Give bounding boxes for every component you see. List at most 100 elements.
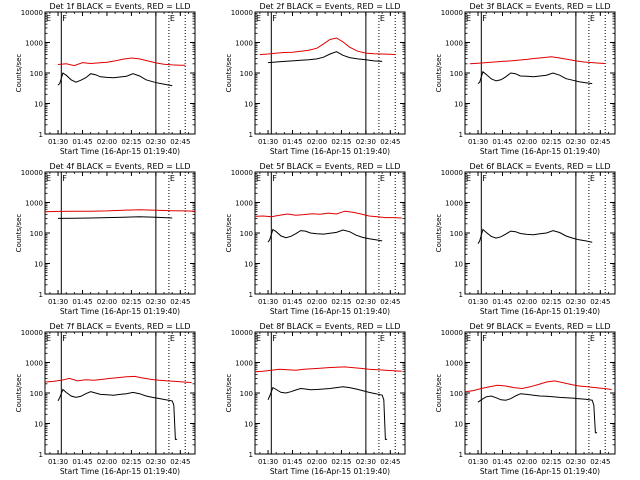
y-tick-label: 100 <box>240 390 253 398</box>
y-tick-label: 10000 <box>21 169 43 177</box>
y-tick-label: 10 <box>244 421 253 429</box>
x-tick-label: 02:30 <box>566 458 586 466</box>
chart-panel-3: Det 3f BLACK = Events, RED = LLD 1 10 100 10… <box>435 2 616 156</box>
y-tick-label: 1000 <box>445 360 463 368</box>
event-marker-label: F <box>62 174 67 183</box>
lld-rate-line <box>464 380 612 393</box>
x-tick-label: 01:30 <box>48 138 68 146</box>
plot-frame <box>464 331 616 455</box>
event-marker-label: E <box>590 14 595 23</box>
x-tick-label: 01:45 <box>72 458 92 466</box>
plot-frame <box>44 171 196 295</box>
y-tick-label: 1 <box>459 451 463 459</box>
x-axis-label: Start Time (16-Apr-15 01:19:40) <box>60 147 180 156</box>
event-marker-label: F <box>62 14 67 23</box>
lld-rate-line <box>254 210 402 219</box>
y-tick-label: 10000 <box>21 329 43 337</box>
x-tick-label: 02:15 <box>541 138 561 146</box>
x-axis-label: Start Time (16-Apr-15 01:19:40) <box>270 307 390 316</box>
y-tick-label: 100 <box>450 390 463 398</box>
plot-frame <box>464 11 616 135</box>
x-tick-label: 02:45 <box>590 298 610 306</box>
x-tick-label: 02:45 <box>380 458 400 466</box>
event-marker-label: E <box>380 174 385 183</box>
x-tick-label: 02:00 <box>307 458 327 466</box>
x-tick-label: 02:15 <box>331 138 351 146</box>
y-tick-label: 1 <box>39 291 43 299</box>
x-tick-label: 02:00 <box>97 298 117 306</box>
x-axis-label: Start Time (16-Apr-15 01:19:40) <box>60 467 180 476</box>
x-tick-label: 02:45 <box>170 298 190 306</box>
y-tick-label: 10000 <box>441 329 463 337</box>
lld-rate-line <box>254 366 402 373</box>
chart-panel-6: Det 6f BLACK = Events, RED = LLD 1 10 100 10… <box>435 162 616 316</box>
y-tick-label: 100 <box>450 230 463 238</box>
x-tick-label: 02:30 <box>146 458 166 466</box>
y-tick-label: 1000 <box>25 40 43 48</box>
x-axis-label: Start Time (16-Apr-15 01:19:40) <box>270 147 390 156</box>
event-marker-label: F <box>482 174 487 183</box>
y-tick-label: 10 <box>454 261 463 269</box>
y-tick-label: 10 <box>454 101 463 109</box>
chart-panel-4: Det 4f BLACK = Events, RED = LLD 1 10 100 10… <box>15 162 196 316</box>
y-axis-label: Counts/sec <box>225 374 233 413</box>
y-axis-label: Counts/sec <box>15 214 23 253</box>
event-marker-label: E <box>170 334 175 343</box>
panel-title: Det 5f BLACK = Events, RED = LLD <box>259 162 400 171</box>
x-axis-label: Start Time (16-Apr-15 01:19:40) <box>480 147 600 156</box>
y-tick-label: 10000 <box>441 169 463 177</box>
y-tick-label: 1 <box>39 451 43 459</box>
x-tick-label: 02:30 <box>146 298 166 306</box>
event-marker-label: F <box>272 14 277 23</box>
lld-rate-line <box>57 57 186 67</box>
event-marker-label: E <box>590 334 595 343</box>
lld-rate-line <box>469 56 606 65</box>
y-tick-label: 1000 <box>445 40 463 48</box>
y-tick-label: 1 <box>249 291 253 299</box>
x-tick-label: 01:30 <box>258 458 278 466</box>
y-tick-label: 1 <box>39 131 43 139</box>
x-tick-label: 02:30 <box>356 298 376 306</box>
x-tick-label: 02:45 <box>380 298 400 306</box>
event-marker-label: E <box>590 174 595 183</box>
y-tick-label: 10000 <box>231 169 253 177</box>
x-tick-label: 02:15 <box>541 458 561 466</box>
y-tick-label: 10000 <box>21 9 43 17</box>
plot-frame <box>44 11 196 135</box>
x-tick-label: 02:00 <box>517 138 537 146</box>
panel-title: Det 8f BLACK = Events, RED = LLD <box>259 322 400 331</box>
y-axis-label: Counts/sec <box>435 214 443 253</box>
chart-panel-8: Det 8f BLACK = Events, RED = LLD 1 10 100 10… <box>225 322 406 476</box>
y-tick-label: 1000 <box>235 360 253 368</box>
x-tick-label: 01:45 <box>282 138 302 146</box>
panel-title: Det 9f BLACK = Events, RED = LLD <box>469 322 610 331</box>
y-tick-label: 10 <box>34 261 43 269</box>
event-marker-label: E <box>380 334 385 343</box>
y-axis-label: Counts/sec <box>435 374 443 413</box>
x-axis-label: Start Time (16-Apr-15 01:19:40) <box>480 467 600 476</box>
y-tick-label: 1000 <box>25 200 43 208</box>
y-tick-label: 10000 <box>441 9 463 17</box>
panel-title: Det 4f BLACK = Events, RED = LLD <box>49 162 190 171</box>
event-marker-label: F <box>482 14 487 23</box>
x-tick-label: 02:15 <box>331 458 351 466</box>
x-tick-label: 01:45 <box>492 458 512 466</box>
x-tick-label: 02:00 <box>517 298 537 306</box>
x-tick-label: 02:15 <box>121 298 141 306</box>
event-marker-label: F <box>272 334 277 343</box>
y-axis-label: Counts/sec <box>15 54 23 93</box>
x-axis-label: Start Time (16-Apr-15 01:19:40) <box>60 307 180 316</box>
event-marker-label: E <box>380 14 385 23</box>
y-tick-label: 10 <box>34 421 43 429</box>
panel-title: Det 2f BLACK = Events, RED = LLD <box>259 2 400 11</box>
event-marker-label: E <box>46 334 51 343</box>
y-tick-label: 100 <box>30 230 43 238</box>
x-tick-label: 01:45 <box>492 298 512 306</box>
y-tick-label: 10 <box>244 261 253 269</box>
y-tick-label: 1 <box>249 131 253 139</box>
event-marker-label: F <box>62 334 67 343</box>
event-rate-line <box>57 72 173 87</box>
event-rate-line <box>477 70 593 85</box>
y-tick-label: 10000 <box>231 329 253 337</box>
x-tick-label: 02:15 <box>121 138 141 146</box>
